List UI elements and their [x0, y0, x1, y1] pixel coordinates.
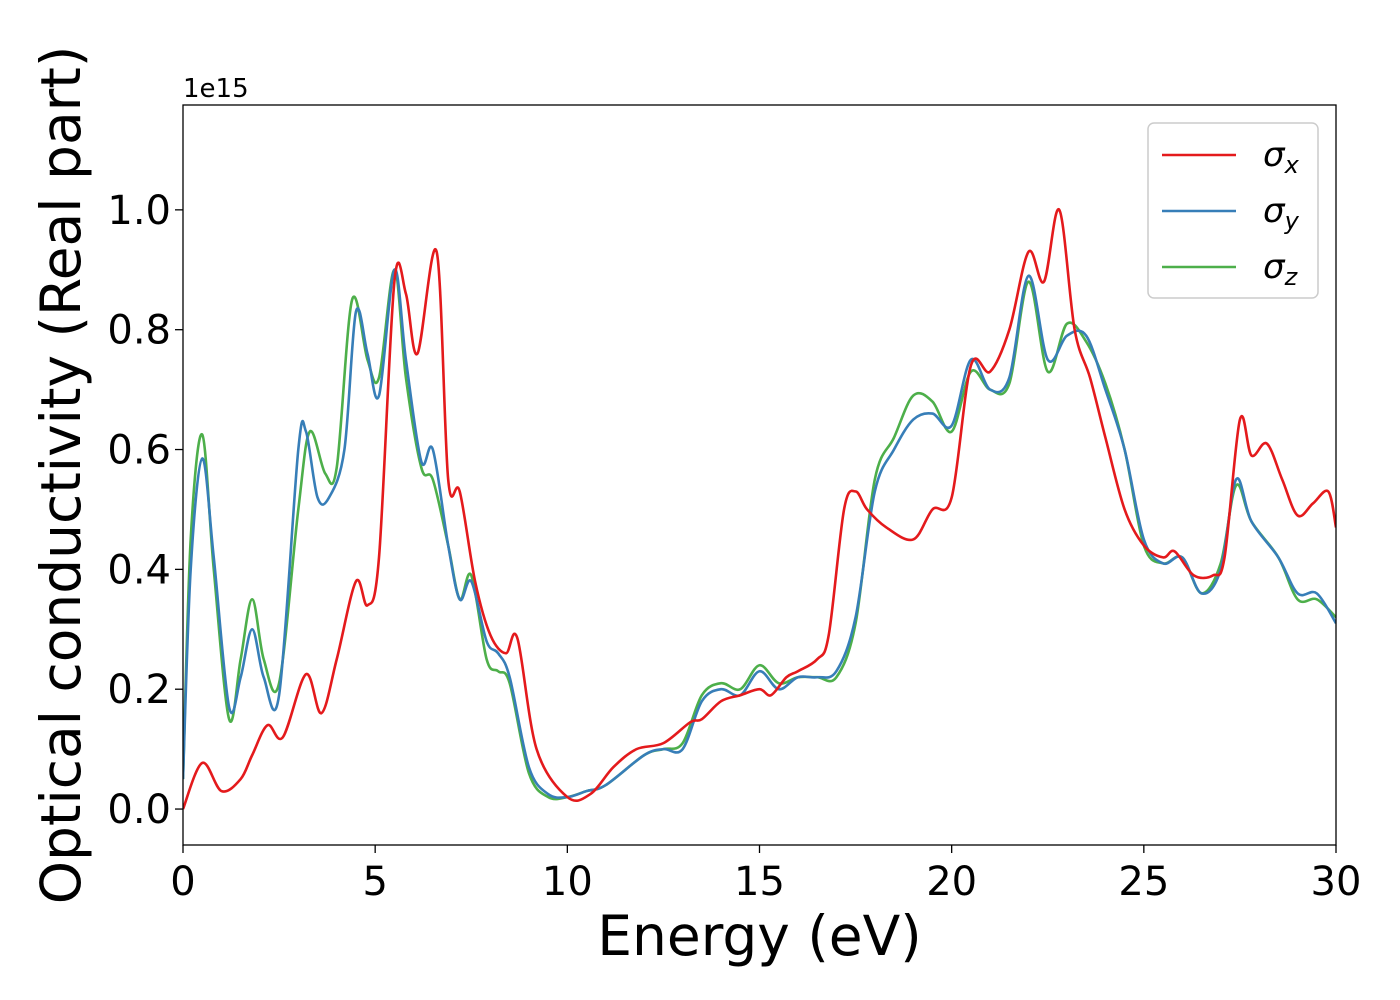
y-tick-label: 1.0	[107, 188, 171, 234]
x-tick-label: 5	[362, 859, 387, 905]
ticks-layer: 0 5 10 15 20 25 30 0.0 0.2 0.4 0.6 0.8 1.0	[107, 188, 1361, 905]
y-offset-label: 1e15	[183, 74, 249, 104]
series-line-y	[183, 268, 1336, 799]
y-tick-label: 0.2	[107, 667, 171, 713]
legend: σx σy σz	[1147, 122, 1319, 299]
legend-label-x: σx	[1263, 135, 1300, 179]
x-tick-label: 20	[926, 859, 977, 905]
y-tick-label: 0.4	[107, 547, 171, 593]
series-line-x	[183, 208, 1336, 810]
y-tick-label: 0.8	[107, 308, 171, 354]
x-tick-label: 0	[170, 859, 195, 905]
x-axis-label: Energy (eV)	[597, 904, 921, 968]
plot-frame	[182, 104, 1337, 846]
y-tick-label: 0.6	[107, 428, 171, 474]
x-tick-label: 25	[1118, 859, 1169, 905]
lines-layer	[183, 208, 1336, 810]
series-line-z	[183, 268, 1336, 801]
y-tick-label: 0.0	[107, 787, 171, 833]
legend-label-y: σy	[1263, 191, 1300, 235]
y-axis-label: Optical conductivity (Real part)	[29, 46, 93, 905]
x-tick-label: 30	[1311, 859, 1362, 905]
legend-label-z: σz	[1263, 247, 1299, 291]
x-tick-label: 15	[734, 859, 785, 905]
x-tick-label: 10	[542, 859, 593, 905]
